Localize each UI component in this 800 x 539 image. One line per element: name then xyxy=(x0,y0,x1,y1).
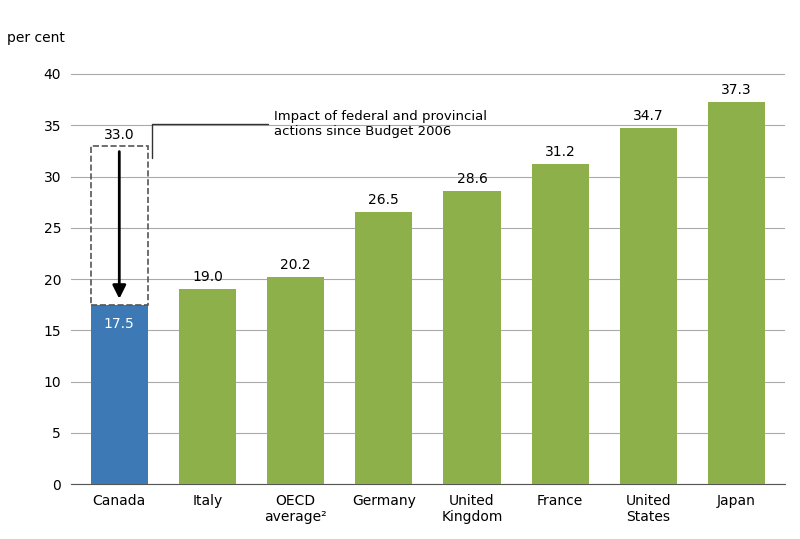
Text: 37.3: 37.3 xyxy=(721,82,752,96)
Bar xyxy=(90,305,148,484)
Bar xyxy=(267,277,324,484)
Text: 20.2: 20.2 xyxy=(280,258,311,272)
Text: 31.2: 31.2 xyxy=(545,145,575,159)
Bar xyxy=(708,102,765,484)
Text: 26.5: 26.5 xyxy=(369,194,399,208)
Bar xyxy=(620,128,677,484)
Text: Impact of federal and provincial
actions since Budget 2006: Impact of federal and provincial actions… xyxy=(152,110,486,158)
Bar xyxy=(443,191,501,484)
Bar xyxy=(531,164,589,484)
Bar xyxy=(355,212,413,484)
Text: 17.5: 17.5 xyxy=(104,317,134,331)
Text: 28.6: 28.6 xyxy=(457,172,487,186)
Text: per cent: per cent xyxy=(6,31,64,45)
Bar xyxy=(179,289,236,484)
Text: 19.0: 19.0 xyxy=(192,270,223,284)
Text: 34.7: 34.7 xyxy=(633,109,664,123)
Bar xyxy=(90,146,148,305)
Text: 33.0: 33.0 xyxy=(104,128,134,142)
